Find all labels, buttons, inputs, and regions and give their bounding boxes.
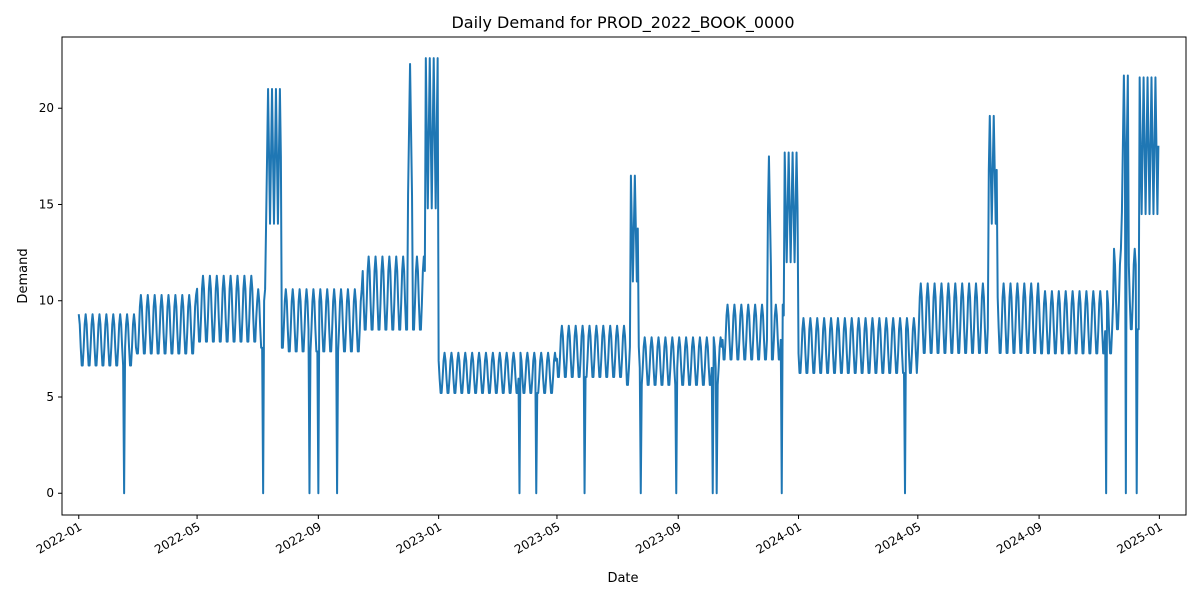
series-line-0 xyxy=(77,57,1160,495)
x-axis: 2022-01 2022-05 2022-09 2023-01 2023-05 2023-… xyxy=(34,515,1165,557)
y-axis-label: Demand xyxy=(16,248,31,303)
y-tick-label: 5 xyxy=(46,390,54,404)
x-tick-label: 2022-09 xyxy=(273,519,323,556)
x-tick-label: 2023-09 xyxy=(633,519,683,556)
x-tick-label: 2025-01 xyxy=(1114,519,1164,556)
x-tick-label: 2022-05 xyxy=(152,519,202,556)
y-tick-label: 15 xyxy=(39,197,54,211)
x-tick-label: 2024-09 xyxy=(994,519,1044,556)
plot-area xyxy=(77,57,1160,495)
x-tick-label: 2023-05 xyxy=(512,519,562,556)
y-tick-label: 10 xyxy=(39,294,54,308)
axes-frame xyxy=(61,36,1187,516)
x-tick-label: 2022-01 xyxy=(34,519,84,556)
x-axis-label: Date xyxy=(607,571,638,586)
x-tick-label: 2024-01 xyxy=(754,519,804,556)
y-tick-label: 20 xyxy=(39,101,54,115)
x-tick-label: 2023-01 xyxy=(394,519,444,556)
x-tick-label: 2024-05 xyxy=(873,519,923,556)
chart-title: Daily Demand for PROD_2022_BOOK_0000 xyxy=(451,13,794,33)
y-axis: 0 5 10 15 20 xyxy=(39,101,62,500)
y-tick-label: 0 xyxy=(46,486,54,500)
